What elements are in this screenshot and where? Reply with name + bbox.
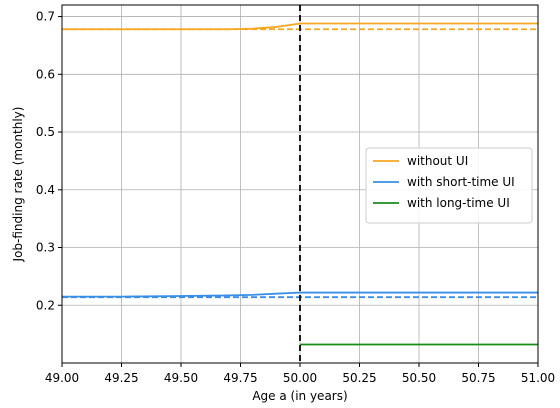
- series-with-short-time-ui: [62, 291, 538, 298]
- y-tick-label: 0.3: [36, 241, 55, 255]
- x-tick-label: 49.25: [104, 371, 138, 385]
- x-tick-label: 50.00: [283, 371, 317, 385]
- y-tick-label: 0.4: [36, 183, 55, 197]
- legend-box: [365, 147, 533, 224]
- x-tick-label: 50.25: [342, 371, 376, 385]
- x-tick-label: 50.50: [402, 371, 436, 385]
- y-tick-label: 0.5: [36, 125, 55, 139]
- x-tick-label: 49.75: [223, 371, 257, 385]
- y-tick-label: 0.7: [36, 10, 55, 24]
- y-tick-label: 0.6: [36, 67, 55, 81]
- x-axis-ticks: 49.00 49.25 49.50 49.75 50.00 50.25 50.50 50.75…: [45, 363, 555, 385]
- legend: without UI with short-time UI with long-ti…: [365, 147, 533, 224]
- legend-label: with short-time UI: [407, 175, 515, 189]
- y-axis-ticks: 0.2 0.3 0.4 0.5 0.6 0.7: [36, 10, 62, 312]
- x-axis-label: Age a (in years): [252, 389, 347, 403]
- x-tick-label: 50.75: [461, 371, 495, 385]
- legend-label: with long-time UI: [407, 196, 510, 210]
- x-tick-label: 51.00: [521, 371, 555, 385]
- x-tick-label: 49.50: [164, 371, 198, 385]
- legend-label: without UI: [407, 154, 468, 168]
- y-tick-label: 0.2: [36, 298, 55, 312]
- grid-lines: [61, 5, 539, 363]
- x-tick-label: 49.00: [45, 371, 79, 385]
- y-axis-label: Job-finding rate (monthly): [11, 107, 25, 263]
